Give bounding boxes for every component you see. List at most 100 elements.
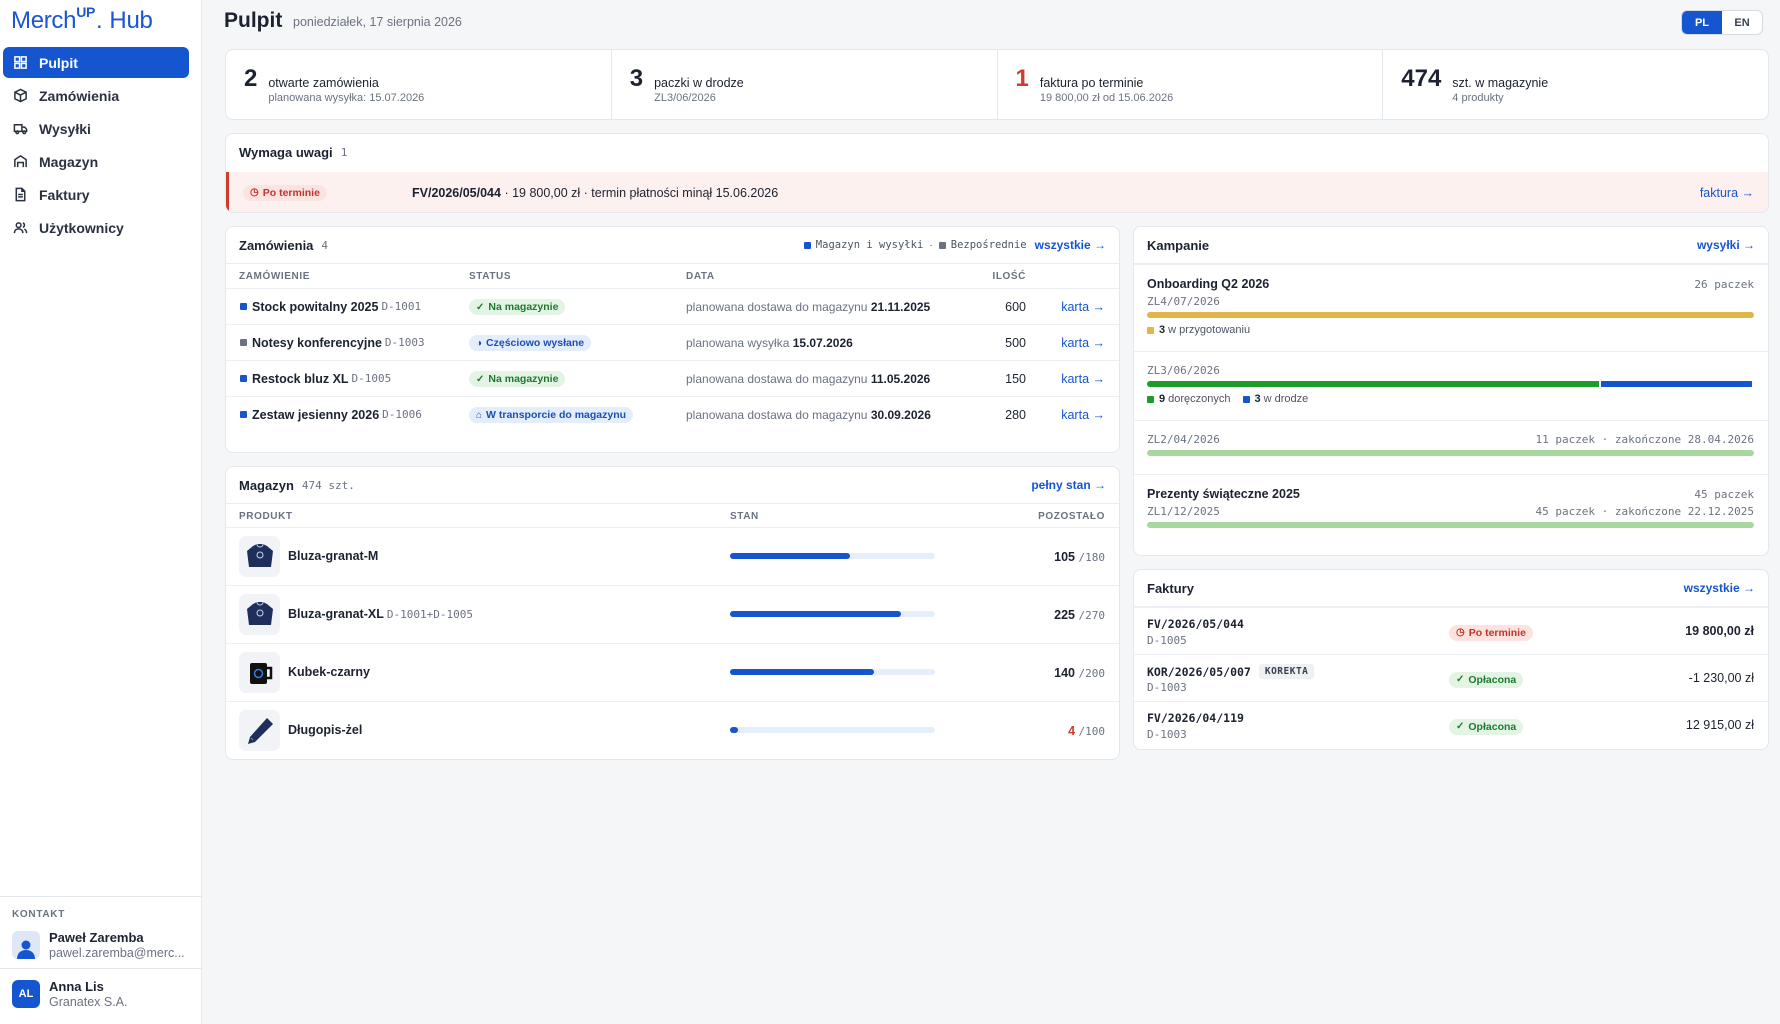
sidebar-item-magazyn[interactable]: Magazyn (3, 146, 189, 177)
lang-en-button[interactable]: EN (1734, 16, 1750, 29)
contact-name: Paweł Zaremba (49, 930, 144, 945)
attention-invoice: FV/2026/05/044 (412, 185, 501, 200)
status-badge: ✓ Na magazynie (469, 299, 566, 316)
table-row[interactable]: Bluza-granat-M 105 /180 (226, 527, 1119, 585)
sidebar-item-label: Faktury (39, 186, 90, 203)
shipment-progress-bar (1147, 312, 1754, 318)
sidebar: Merch UP. Hub Pulpit Zamówienia Wysyłki Magaz… (0, 0, 202, 1024)
table-row[interactable]: Zestaw jesienny 2026 D-1006 ⌂ W transporcie… (226, 396, 1119, 432)
order-card-link[interactable]: karta → (1061, 335, 1105, 350)
shipment-legend: 9 doręczonych 3 w drodze (1147, 393, 1308, 405)
stock-left: 105 (1054, 550, 1076, 564)
sidebar-item-wysyłki[interactable]: Wysyłki (3, 113, 189, 144)
table-row[interactable]: Restock bluz XL D-1005 ✓ Na magazynie planow… (226, 360, 1119, 396)
status-badge: ◑ Częściowo wysłane (469, 335, 592, 352)
progress-segment (1147, 312, 1754, 318)
hoodie-image (239, 594, 280, 635)
shipment-summary: 45 paczek · zakończone 22.12.2025 (1535, 505, 1754, 518)
lang-pl-button[interactable]: PL (1682, 11, 1722, 34)
kpi-label: faktura po terminie (1039, 76, 1144, 90)
order-qty: 500 (1005, 335, 1026, 350)
order-card-link[interactable]: karta → (1061, 371, 1105, 386)
order-name: Zestaw jesienny 2026 (252, 407, 380, 422)
table-row[interactable]: Kubek-czarny 140 /200 (226, 643, 1119, 701)
stock-bar-fill (730, 611, 901, 617)
kpi-tile[interactable]: 2 otwarte zamówienia planowana wysyłka: 15… (226, 50, 612, 119)
order-name: Restock bluz XL (252, 371, 349, 386)
orders-all-link[interactable]: wszystkie → (1034, 238, 1106, 252)
status-badge: ◷ Po terminie (1449, 624, 1533, 641)
shipment-divider (1134, 420, 1768, 421)
date-prefix: planowana dostawa do magazynu (686, 407, 868, 422)
status-badge-label: Po terminie (262, 186, 320, 199)
stock-bar-fill (730, 669, 874, 675)
invoice-number: FV/2026/05/044 (1147, 617, 1244, 631)
table-row[interactable]: Stock powitalny 2025 D-1001 ✓ Na magazynie p… (226, 288, 1119, 324)
sidebar-item-label: Pulpit (39, 54, 78, 71)
kpi-tile[interactable]: 1 faktura po terminie 19 800,00 zł od 15.0… (998, 50, 1384, 119)
stock-left: 225 (1054, 608, 1076, 622)
correction-tag: KOREKTA (1258, 664, 1315, 679)
sidebar-item-faktury[interactable]: Faktury (3, 179, 189, 210)
clock-icon: ◷ (1456, 627, 1465, 638)
sidebar-item-zamówienia[interactable]: Zamówienia (3, 80, 189, 111)
shipment-code[interactable]: ZL2/04/2026 (1147, 433, 1220, 446)
legend-separator: · (929, 239, 933, 251)
progress-segment (1147, 450, 1754, 456)
status-badge-label: Na magazynie (488, 301, 559, 314)
table-row[interactable]: Notesy konferencyjne D-1003 ◑ Częściowo wys… (226, 324, 1119, 360)
check-icon: ✓ (476, 301, 485, 313)
col-header-stock: STAN (730, 511, 759, 522)
shipment-code[interactable]: ZL4/07/2026 (1147, 295, 1220, 308)
grid-icon (12, 55, 28, 71)
col-header-qty: ILOŚĆ (992, 271, 1026, 282)
invoices-all-link[interactable]: wszystkie → (1683, 581, 1755, 595)
shipment-progress-bar (1147, 522, 1754, 528)
contact-email[interactable]: pawel.zaremba@merc... (49, 946, 185, 960)
order-code: D-1001 (381, 300, 422, 313)
warehouse-card: Magazyn 474 szt. pełny stan → PRODUKT ST… (225, 466, 1120, 760)
legend-swatch (1242, 395, 1250, 403)
invoice-amount: -1 230,00 zł (1688, 671, 1754, 685)
campaigns-shipments-link[interactable]: wysyłki → (1696, 238, 1755, 252)
check-icon: ✓ (476, 373, 485, 385)
shipment-progress-bar (1147, 450, 1754, 456)
kpi-strip: 2 otwarte zamówienia planowana wysyłka: 15… (225, 49, 1769, 120)
warehouse-icon: ⌂ (476, 409, 483, 421)
shipment-code[interactable]: ZL3/06/2026 (1147, 364, 1220, 377)
sidebar-item-label: Zamówienia (39, 87, 120, 104)
status-badge: ✓ Opłacona (1449, 671, 1524, 688)
kpi-sub: 19 800,00 zł od 15.06.2026 (1039, 92, 1174, 104)
logo[interactable]: Merch UP. Hub (11, 4, 153, 38)
attention-invoice-link[interactable]: faktura → (1699, 185, 1754, 200)
sidebar-item-pulpit[interactable]: Pulpit (3, 47, 189, 78)
table-row[interactable]: FV/2026/05/044 D-1005 ◷ Po terminie 19 800,0… (1134, 607, 1768, 655)
page-title: Pulpit (224, 9, 283, 32)
legend-swatch (1147, 326, 1154, 334)
table-row[interactable]: Długopis-żel 4 /100 (226, 701, 1119, 759)
campaign-group[interactable]: Prezenty świąteczne 2025 45 paczek ZL1/12/… (1134, 474, 1768, 546)
campaign-group[interactable]: Onboarding Q2 2026 26 paczek ZL4/07/2026 3 w… (1134, 264, 1768, 474)
kpi-tile[interactable]: 474 szt. w magazynie 4 produkty (1383, 50, 1768, 119)
table-row[interactable]: Bluza-granat-XL D-1001+D-1005 225 /270 (226, 585, 1119, 643)
user-account[interactable]: AL Anna Lis Granatex S.A. (0, 968, 201, 1019)
check-icon: ✓ (1456, 721, 1465, 732)
order-card-link[interactable]: karta → (1061, 299, 1105, 314)
warehouse-full-link[interactable]: pełny stan → (1031, 478, 1106, 492)
stock-bar-fill (730, 553, 850, 559)
order-card-link[interactable]: karta → (1061, 407, 1105, 422)
table-row[interactable]: FV/2026/04/119 D-1003 ✓ Opłacona 12 915,00 z… (1134, 701, 1768, 749)
kpi-tile[interactable]: 3 paczki w drodze ZL3/06/2026 (612, 50, 998, 119)
attention-row[interactable]: ◷ Po terminie FV/2026/05/044 · 19 800,00 … (226, 172, 1768, 212)
order-date: 21.11.2025 (870, 299, 931, 314)
order-qty: 150 (1005, 371, 1026, 386)
order-name: Stock powitalny 2025 (252, 299, 379, 314)
logo-hub: Hub (109, 7, 153, 34)
mug-image (239, 652, 280, 693)
shipment-code[interactable]: ZL1/12/2025 (1147, 505, 1220, 518)
sidebar-item-użytkownicy[interactable]: Użytkownicy (3, 212, 189, 243)
table-row[interactable]: KOR/2026/05/007 KOREKTA D-1003 ✓ Opłacona -1 … (1134, 654, 1768, 702)
stock-left: 4 (1068, 724, 1076, 738)
user-avatar: AL (12, 980, 40, 1008)
kpi-value: 1 (1015, 65, 1029, 92)
